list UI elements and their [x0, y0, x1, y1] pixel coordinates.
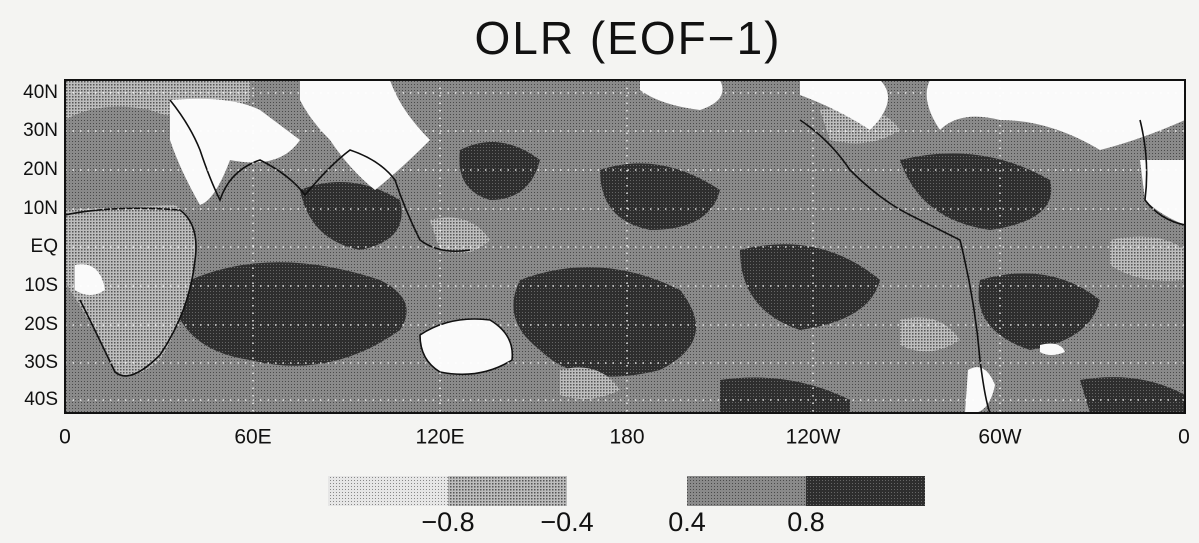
- legend-label: 0.4: [668, 507, 706, 537]
- lon-label: 60W: [978, 426, 1021, 449]
- lat-label: EQ: [31, 236, 58, 257]
- lon-label: 180: [609, 426, 644, 449]
- coastlines: [65, 99, 1185, 413]
- legend-label: −0.4: [540, 507, 593, 537]
- lat-label: 10N: [23, 198, 58, 219]
- neutral-regions: [65, 80, 1185, 413]
- legend-swatch: [328, 476, 448, 506]
- lat-label: 20S: [24, 314, 58, 335]
- legend-label: −0.8: [421, 507, 474, 537]
- legend-swatch: [448, 476, 567, 506]
- map-field: [65, 80, 1185, 413]
- lat-label: 40N: [23, 82, 58, 103]
- lat-label: 20N: [23, 159, 58, 180]
- legend-swatch: [687, 476, 806, 506]
- lon-label: 0: [59, 426, 71, 449]
- title: OLR (EOF−1): [474, 12, 781, 64]
- lat-label: 30S: [24, 352, 58, 373]
- lon-label: 0: [1178, 426, 1190, 449]
- legend-swatch: [806, 476, 925, 506]
- legend: −0.8 −0.4 0.4 0.8: [328, 476, 925, 537]
- strong-positive-regions: [170, 142, 1185, 413]
- graticule: [65, 80, 1185, 413]
- longitude-labels: 0 60E 120E 180 120W 60W 0: [59, 426, 1190, 449]
- map-frame: [64, 79, 1186, 414]
- lat-label: 10S: [24, 275, 58, 296]
- lon-label: 120W: [786, 426, 841, 449]
- lon-label: 60E: [234, 426, 271, 449]
- legend-label: 0.8: [787, 507, 825, 537]
- lon-label: 120E: [415, 426, 464, 449]
- lat-label: 40S: [24, 389, 58, 410]
- lat-label: 30N: [23, 120, 58, 141]
- latitude-labels: 40N 30N 20N 10N EQ 10S 20S 30S 40S: [23, 82, 58, 410]
